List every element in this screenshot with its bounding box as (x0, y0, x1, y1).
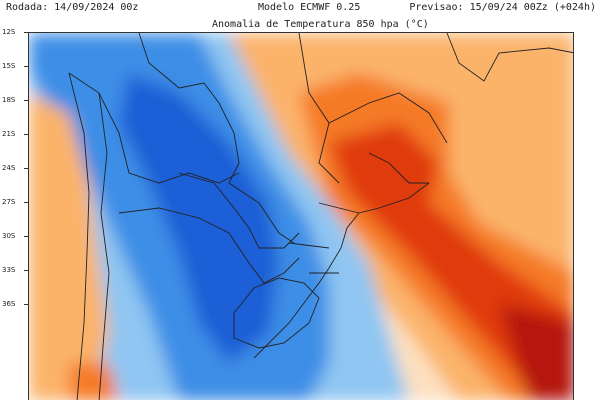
political-boundaries (68, 33, 573, 400)
latitude-label: 33S (2, 266, 16, 274)
latitude-label: 15S (2, 62, 16, 70)
paraguay-border (178, 172, 300, 249)
run-date-label: Rodada: 14/09/2024 00z (6, 2, 139, 13)
temperature-anomaly-map (28, 32, 574, 400)
latitude-tick (24, 66, 28, 67)
coastline-south-brazil (253, 182, 430, 359)
latitude-tick (24, 168, 28, 169)
model-name-label: Modelo ECMWF 0.25 (258, 2, 361, 13)
latitude-label: 21S (2, 130, 16, 138)
latitude-tick (24, 304, 28, 305)
latitude-tick (24, 134, 28, 135)
brazil-west-border (138, 33, 295, 244)
forecast-time-label: Previsao: 15/09/24 00Zz (+024h) (409, 2, 596, 13)
latitude-label: 27S (2, 198, 16, 206)
latitude-tick (24, 236, 28, 237)
latitude-tick (24, 270, 28, 271)
latitude-label: 36S (2, 300, 16, 308)
andes-border (98, 92, 110, 400)
andes-hot-patch (69, 363, 119, 400)
latitude-label: 30S (2, 232, 16, 240)
state-borders (288, 33, 448, 274)
bolivia-border (68, 72, 240, 184)
chile-coast (68, 72, 90, 400)
latitude-label: 18S (2, 96, 16, 104)
latitude-tick (24, 32, 28, 33)
latitude-label: 12S (2, 28, 16, 36)
anomaly-field (29, 33, 573, 400)
latitude-tick (24, 202, 28, 203)
map-canvas (29, 33, 573, 400)
coastline-east (446, 33, 573, 82)
uruguay-border (233, 277, 320, 349)
extreme-anomaly-core (499, 303, 573, 400)
argentina-north-border (118, 207, 300, 284)
andes-warm-patch (29, 93, 109, 400)
latitude-tick (24, 100, 28, 101)
latitude-label: 24S (2, 164, 16, 172)
map-title: Anomalia de Temperatura 850 hpa (°C) (212, 19, 429, 30)
